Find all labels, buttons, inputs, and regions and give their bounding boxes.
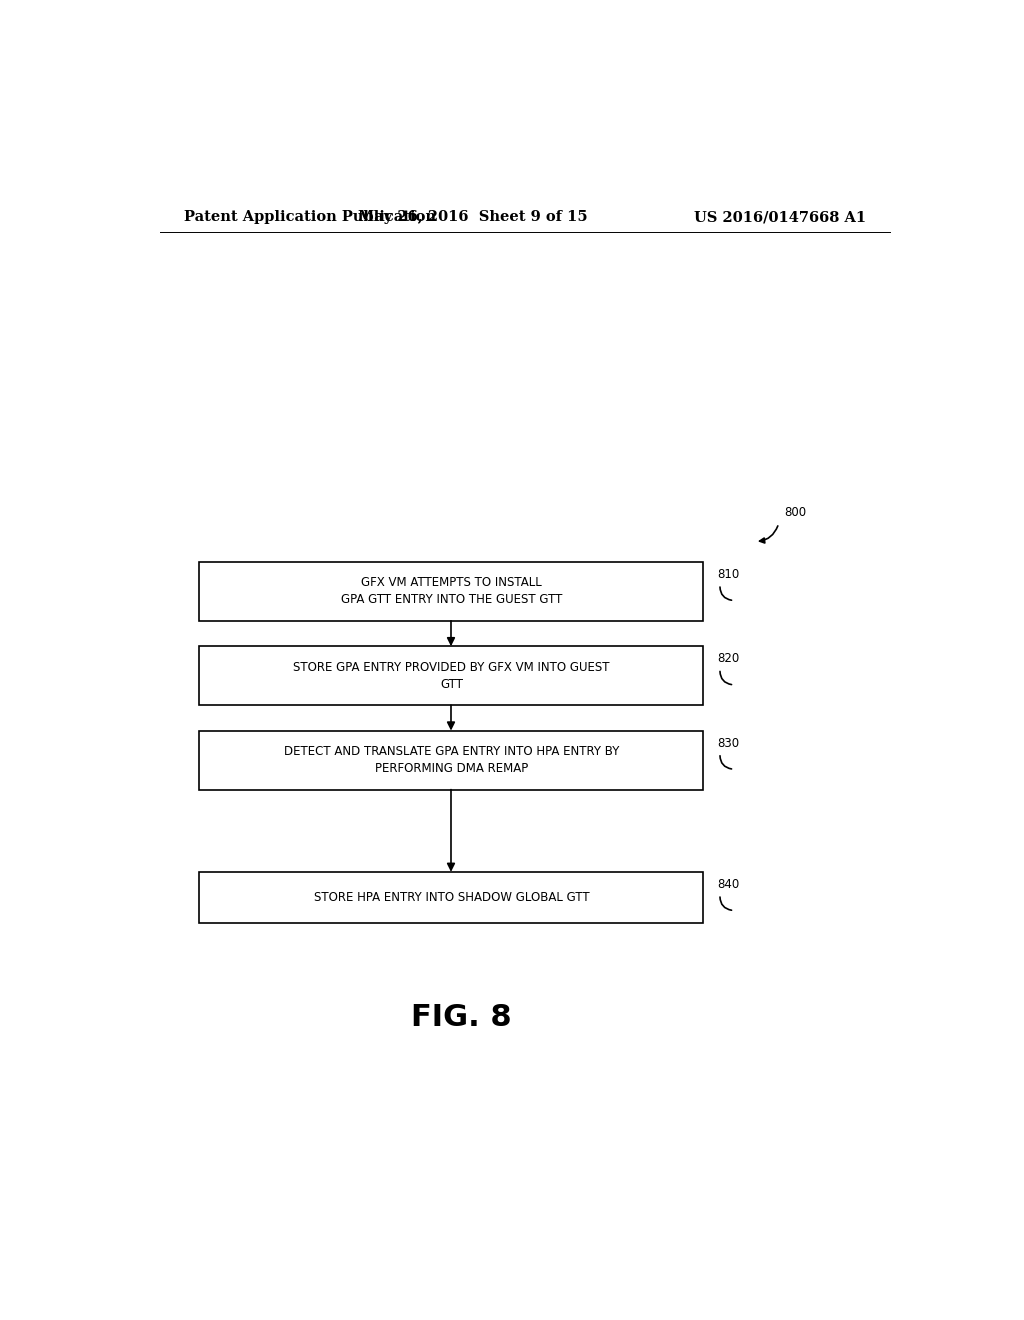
Bar: [200, 647, 703, 705]
Text: 840: 840: [718, 878, 740, 891]
FancyArrowPatch shape: [720, 756, 731, 770]
FancyArrowPatch shape: [720, 898, 731, 911]
FancyArrowPatch shape: [720, 587, 731, 601]
Text: FIG. 8: FIG. 8: [411, 1003, 512, 1032]
Bar: [200, 873, 703, 923]
FancyArrowPatch shape: [760, 525, 778, 543]
Text: DETECT AND TRANSLATE GPA ENTRY INTO HPA ENTRY BY
PERFORMING DMA REMAP: DETECT AND TRANSLATE GPA ENTRY INTO HPA …: [284, 744, 620, 775]
Text: STORE GPA ENTRY PROVIDED BY GFX VM INTO GUEST
GTT: STORE GPA ENTRY PROVIDED BY GFX VM INTO …: [293, 661, 609, 690]
Text: 830: 830: [718, 737, 739, 750]
Text: US 2016/0147668 A1: US 2016/0147668 A1: [694, 210, 866, 224]
Text: Patent Application Publication: Patent Application Publication: [183, 210, 435, 224]
Text: 810: 810: [718, 568, 740, 581]
Text: May 26, 2016  Sheet 9 of 15: May 26, 2016 Sheet 9 of 15: [358, 210, 588, 224]
Bar: [200, 562, 703, 620]
Text: 820: 820: [718, 652, 740, 665]
Text: STORE HPA ENTRY INTO SHADOW GLOBAL GTT: STORE HPA ENTRY INTO SHADOW GLOBAL GTT: [313, 891, 589, 904]
Text: 800: 800: [784, 507, 807, 519]
Text: GFX VM ATTEMPTS TO INSTALL
GPA GTT ENTRY INTO THE GUEST GTT: GFX VM ATTEMPTS TO INSTALL GPA GTT ENTRY…: [341, 577, 562, 606]
Bar: [200, 731, 703, 789]
FancyArrowPatch shape: [720, 672, 731, 685]
